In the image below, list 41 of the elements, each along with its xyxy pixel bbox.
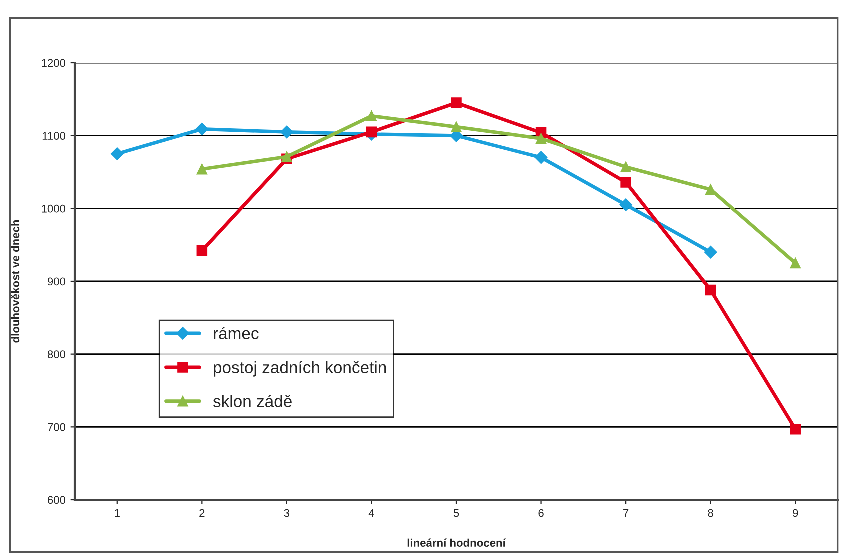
point: [704, 246, 718, 259]
point: [790, 424, 801, 435]
legend-label: postoj zadních končetin: [214, 361, 386, 377]
y-tick-label: 600: [48, 496, 66, 504]
x-tick-label: 7: [624, 509, 629, 518]
point: [196, 164, 208, 175]
point: [620, 198, 632, 212]
x-tick-label: 1: [115, 509, 120, 518]
point: [790, 258, 801, 269]
x-tick-label: 3: [284, 509, 290, 518]
x-tick-label: 6: [538, 509, 544, 518]
point: [280, 126, 294, 139]
point: [534, 151, 548, 164]
y-tick-label: 1200: [42, 59, 66, 68]
x-tick-label: 8: [708, 509, 714, 518]
y-tick-label: 900: [48, 278, 66, 286]
x-tick-label: 2: [200, 509, 205, 518]
x-tick-label: 4: [368, 509, 374, 518]
point: [366, 110, 378, 122]
point: [196, 122, 209, 136]
point: [451, 98, 462, 108]
point: [196, 246, 208, 256]
y-tick-label: 1000: [42, 204, 66, 213]
legend-label: sklon zádě: [213, 394, 292, 408]
point: [620, 177, 632, 188]
point: [705, 184, 716, 196]
y-tick-label: 1100: [42, 132, 66, 140]
point: [536, 133, 547, 144]
y-axis-title: dlouhověkost ve dnech: [11, 220, 20, 343]
point: [451, 122, 462, 132]
x-axis-title: lineární hodnocení: [408, 538, 506, 547]
point: [282, 152, 292, 162]
x-tick-label: 5: [454, 509, 460, 518]
point: [110, 148, 124, 160]
point: [366, 126, 378, 138]
x-tick-label: 9: [793, 509, 798, 518]
y-tick-label: 800: [48, 350, 66, 358]
y-tick-label: 700: [48, 423, 66, 432]
point: [620, 162, 632, 173]
legend-label: rámec: [214, 327, 259, 340]
point: [705, 284, 716, 296]
